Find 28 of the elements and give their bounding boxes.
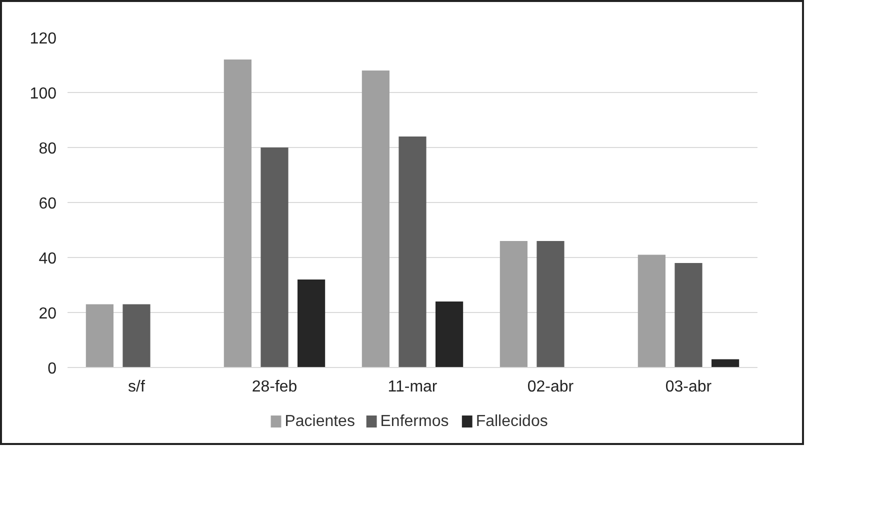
y-tick-label: 120 <box>30 30 57 48</box>
bar <box>536 241 564 368</box>
y-tick-label: 80 <box>38 140 57 158</box>
x-tick-label: 11-mar <box>388 378 438 396</box>
bar <box>398 136 426 368</box>
y-tick-label: 0 <box>48 360 57 378</box>
bar <box>712 359 740 368</box>
y-tick-label: 100 <box>30 86 57 102</box>
bar <box>674 263 702 368</box>
bar <box>224 60 252 368</box>
x-tick-label: s/f <box>128 378 146 396</box>
bar <box>122 304 150 368</box>
bar <box>500 241 528 368</box>
y-tick-label: 20 <box>38 306 57 322</box>
x-tick-label: 03-abr <box>665 378 712 396</box>
bar <box>260 148 288 368</box>
y-tick-label: 40 <box>38 250 57 268</box>
bar <box>298 280 326 368</box>
legend-label: Fallecidos <box>476 413 548 430</box>
x-tick-label: 02-abr <box>527 378 574 396</box>
bar <box>638 254 666 368</box>
bar <box>436 302 464 368</box>
legend-label: Pacientes <box>284 413 355 430</box>
legend-label: Enfermos <box>380 413 449 430</box>
x-tick-label: 28-feb <box>252 378 298 396</box>
y-tick-label: 60 <box>38 196 57 212</box>
bar <box>86 304 114 368</box>
bar <box>362 70 390 368</box>
